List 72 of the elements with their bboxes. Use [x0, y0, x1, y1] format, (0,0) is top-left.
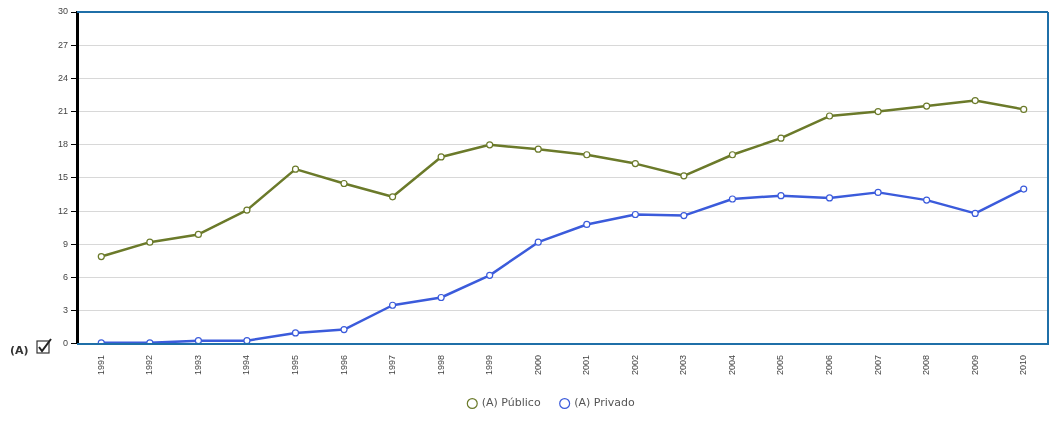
x-tick-label: 2006 — [824, 354, 835, 376]
y-tick-label: 18 — [58, 139, 69, 150]
point — [777, 134, 785, 142]
point — [923, 196, 931, 204]
point — [340, 325, 348, 334]
point — [825, 194, 834, 202]
x-tick-label: 2001 — [581, 354, 592, 376]
point — [146, 238, 154, 246]
point — [583, 151, 591, 159]
legend-label: (A) Privado — [574, 396, 636, 410]
x-tick-label: 1991 — [95, 354, 106, 376]
y-tick-label: 0 — [63, 338, 69, 349]
x-tick-label: 1993 — [192, 354, 203, 376]
y-tick-label: 9 — [63, 238, 69, 249]
x-tick-label: 2003 — [678, 354, 689, 376]
text: (A) — [10, 344, 29, 357]
point — [194, 337, 202, 344]
y-tick-label: 15 — [58, 172, 69, 183]
point — [437, 153, 445, 161]
point — [971, 96, 979, 105]
x-tick-label: 2010 — [1018, 354, 1029, 376]
x-tick-label: 2004 — [726, 354, 737, 376]
y-tick-label: 24 — [58, 72, 69, 83]
legend-label: (A) Público — [481, 396, 541, 410]
point — [728, 195, 737, 203]
point — [291, 329, 300, 337]
point — [874, 107, 882, 116]
x-tick-label: 1992 — [144, 354, 155, 376]
y-tick-label: 30 — [58, 6, 69, 17]
point — [1020, 105, 1028, 113]
y-tick-label: 6 — [63, 272, 69, 283]
y-tick-label: 12 — [58, 205, 69, 216]
point — [437, 293, 445, 302]
point — [340, 179, 348, 188]
x-tick-label: 2009 — [969, 354, 980, 376]
point — [194, 230, 202, 239]
point — [874, 188, 882, 196]
point — [971, 209, 979, 217]
point — [534, 145, 542, 153]
y-tick-label: 3 — [63, 305, 69, 316]
point — [923, 102, 931, 110]
y-tick-label: 21 — [58, 106, 69, 117]
point — [728, 151, 737, 159]
x-tick-label: 1998 — [435, 354, 446, 376]
x-tick-label: 2007 — [872, 354, 883, 376]
point — [486, 141, 494, 149]
x-tick-label: 1999 — [484, 354, 495, 376]
point — [631, 160, 639, 168]
point — [631, 210, 639, 219]
point — [583, 220, 591, 229]
point — [486, 271, 494, 279]
point — [243, 337, 251, 344]
point — [777, 192, 785, 200]
point — [680, 172, 688, 180]
y-tick-label: 27 — [58, 39, 69, 50]
point — [388, 301, 397, 309]
x-tick-label: 1997 — [387, 354, 398, 376]
x-tick-label: 2000 — [532, 354, 543, 376]
x-tick-label: 1994 — [241, 354, 252, 376]
x-tick-label: 2002 — [629, 354, 640, 376]
x-tick-label: 1996 — [338, 354, 349, 376]
point — [388, 193, 397, 201]
point — [534, 238, 542, 246]
point — [825, 112, 834, 120]
point — [97, 252, 105, 261]
x-tick-label: 2005 — [775, 354, 786, 376]
x-tick-label: 2008 — [921, 354, 932, 376]
x-tick-label: 1995 — [289, 354, 300, 376]
point — [291, 165, 300, 173]
point — [1020, 185, 1028, 193]
point — [680, 212, 688, 220]
point — [243, 206, 251, 214]
